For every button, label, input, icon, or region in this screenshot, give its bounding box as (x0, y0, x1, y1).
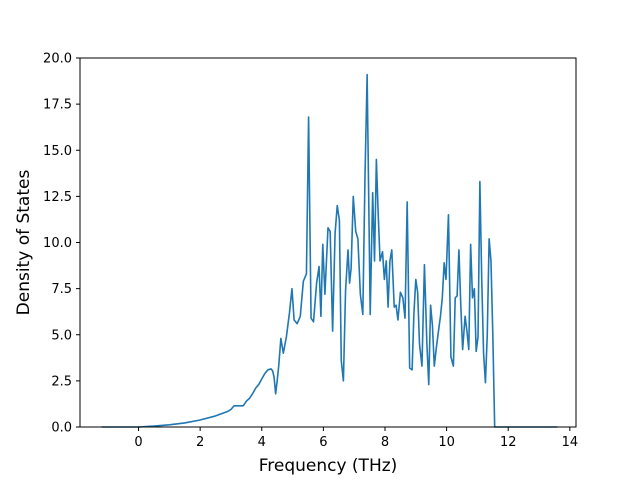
x-tick-label: 4 (258, 435, 266, 450)
x-tick-label: 2 (196, 435, 204, 450)
y-tick-label: 12.5 (43, 190, 72, 205)
y-tick-label: 10.0 (43, 236, 72, 251)
y-tick-label: 2.5 (51, 374, 72, 389)
x-tick-label: 6 (319, 435, 327, 450)
y-axis-label: Density of States (14, 170, 34, 316)
y-tick-label: 5.0 (51, 328, 72, 343)
y-tick-label: 15.0 (43, 144, 72, 159)
x-tick-label: 14 (562, 435, 579, 450)
x-tick-label: 0 (134, 435, 142, 450)
x-tick-label: 12 (500, 435, 517, 450)
x-tick-label: 10 (438, 435, 455, 450)
x-axis-label: Frequency (THz) (259, 456, 398, 476)
y-tick-label: 0.0 (51, 421, 72, 436)
y-tick-label: 7.5 (51, 282, 72, 297)
x-tick-label: 8 (381, 435, 389, 450)
y-axis-ticks: 0.0 2.5 5.0 7.5 10.0 12.5 15.0 17.5 20.0 (43, 52, 80, 436)
y-tick-label: 17.5 (43, 98, 72, 113)
axes-frame (79, 57, 577, 428)
dos-series-line (101, 73, 558, 428)
y-tick-label: 20.0 (43, 52, 72, 67)
plot-area (101, 73, 558, 428)
x-axis-ticks: 0 2 4 6 8 10 12 14 (134, 427, 578, 450)
